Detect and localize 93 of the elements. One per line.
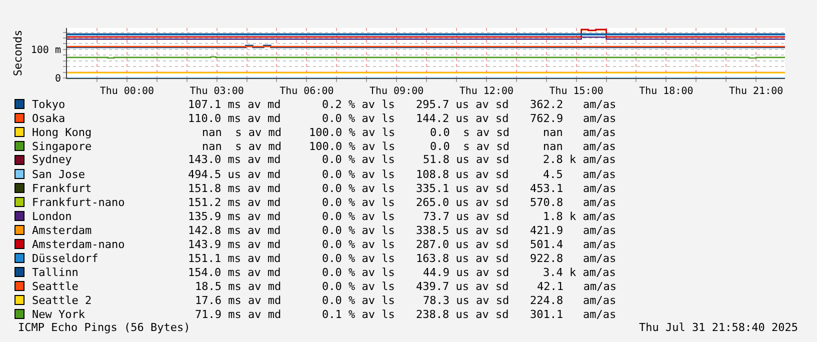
x-tick-label: Thu 18:00 bbox=[639, 86, 694, 97]
text: 0.2 % av ls bbox=[322, 98, 395, 111]
text: 265.0 us av sd bbox=[416, 196, 509, 209]
legend-label: Osaka bbox=[32, 112, 66, 125]
legend-label: Seattle 2 bbox=[32, 294, 92, 307]
text: 151.8 ms av md bbox=[188, 182, 281, 195]
text: nan s av md bbox=[202, 140, 282, 153]
text: 439.7 us av sd bbox=[416, 280, 509, 293]
text: 44.9 us av sd bbox=[423, 266, 510, 279]
legend-label: Seattle bbox=[32, 280, 78, 293]
legend-label: Tallinn bbox=[32, 266, 78, 279]
text: 421.9 am/as bbox=[530, 224, 616, 237]
text: 501.4 am/as bbox=[530, 238, 616, 251]
text: 0.0 % av ls bbox=[322, 112, 395, 125]
text: 135.9 ms av md bbox=[188, 210, 281, 223]
text: 107.1 ms av md bbox=[188, 98, 281, 111]
text: 0.0 % av ls bbox=[322, 238, 395, 251]
legend-label: New York bbox=[32, 308, 86, 321]
text: 3.4 k am/as bbox=[543, 266, 616, 279]
text: 100.0 % av ls bbox=[309, 126, 396, 139]
text: 570.8 am/as bbox=[530, 196, 616, 209]
legend-label: London bbox=[32, 210, 72, 223]
text: 151.1 ms av md bbox=[188, 252, 281, 265]
text: 0.0 % av ls bbox=[322, 294, 395, 307]
text: 0.0 % av ls bbox=[322, 153, 395, 166]
text: nan am/as bbox=[543, 140, 616, 153]
text: 238.8 us av sd bbox=[416, 308, 509, 321]
text: 143.9 ms av md bbox=[188, 238, 281, 251]
text: 142.8 ms av md bbox=[188, 224, 281, 237]
text: 143.0 ms av md bbox=[188, 153, 281, 166]
text: 453.1 am/as bbox=[530, 182, 616, 195]
legend-label: Frankfurt bbox=[32, 182, 92, 195]
text: ICMP Echo Pings (56 Bytes) bbox=[18, 321, 190, 334]
text: 0.0 % av ls bbox=[322, 210, 395, 223]
text: 0.0 s av sd bbox=[430, 140, 510, 153]
text: nan s av md bbox=[202, 126, 282, 139]
text: 108.8 us av sd bbox=[416, 168, 509, 181]
text: 0.0 % av ls bbox=[322, 224, 395, 237]
text: 362.2 am/as bbox=[530, 98, 616, 111]
text: 295.7 us av sd bbox=[416, 98, 509, 111]
text: 224.8 am/as bbox=[530, 294, 616, 307]
text: 0.0 % av ls bbox=[322, 252, 395, 265]
text: 338.5 us av sd bbox=[416, 224, 509, 237]
text: 335.1 us av sd bbox=[416, 182, 509, 195]
text: 154.0 ms av md bbox=[188, 266, 281, 279]
legend-label: Frankfurt-nano bbox=[32, 196, 125, 209]
text: Thu Jul 31 21:58:40 2025 bbox=[639, 321, 798, 334]
legend-label: Singapore bbox=[32, 140, 92, 153]
y-tick-label: 100 m bbox=[30, 44, 61, 56]
text: 110.0 ms av md bbox=[188, 112, 281, 125]
legend-label: Düsseldorf bbox=[32, 252, 98, 265]
text: 494.5 us av md bbox=[188, 168, 281, 181]
text: 287.0 us av sd bbox=[416, 238, 509, 251]
text: 51.8 us av sd bbox=[423, 153, 510, 166]
x-tick-label: Thu 15:00 bbox=[549, 86, 604, 97]
text: 762.9 am/as bbox=[530, 112, 616, 125]
legend-label: Hong Kong bbox=[32, 126, 92, 139]
text: 4.5 am/as bbox=[543, 168, 616, 181]
y-tick-label: 0 bbox=[54, 74, 61, 84]
y-axis-title: Seconds bbox=[12, 30, 25, 76]
legend-label: Tokyo bbox=[32, 98, 66, 111]
text: 301.1 am/as bbox=[530, 308, 616, 321]
text: 0.1 % av ls bbox=[322, 308, 395, 321]
text: 0.0 % av ls bbox=[322, 182, 395, 195]
x-tick-label: Thu 12:00 bbox=[459, 86, 514, 97]
text: 42.1 am/as bbox=[537, 280, 616, 293]
x-tick-label: Thu 03:00 bbox=[190, 86, 244, 97]
text: 18.5 ms av md bbox=[195, 280, 282, 293]
text: 73.7 us av sd bbox=[423, 210, 510, 223]
text: 1.8 k am/as bbox=[543, 210, 616, 223]
text: 0.0 % av ls bbox=[322, 280, 395, 293]
legend-label: Sydney bbox=[32, 153, 72, 166]
legend-label: Amsterdam-nano bbox=[32, 238, 125, 251]
text: 71.9 ms av md bbox=[195, 308, 282, 321]
text: 151.2 ms av md bbox=[188, 196, 281, 209]
text: 144.2 us av sd bbox=[416, 112, 509, 125]
text: 163.8 us av sd bbox=[416, 252, 509, 265]
text: 78.3 us av sd bbox=[423, 294, 510, 307]
text: 0.0 s av sd bbox=[430, 126, 510, 139]
text: 922.8 am/as bbox=[530, 252, 616, 265]
text: 2.8 k am/as bbox=[543, 153, 616, 166]
text: 100.0 % av ls bbox=[309, 140, 396, 153]
legend-label: Amsterdam bbox=[32, 224, 92, 237]
x-tick-label: Thu 09:00 bbox=[369, 86, 424, 97]
text: 17.6 ms av md bbox=[195, 294, 282, 307]
legend-label: San Jose bbox=[32, 168, 85, 181]
text: 0.0 % av ls bbox=[322, 196, 395, 209]
x-tick-label: Thu 00:00 bbox=[100, 86, 154, 97]
x-tick-label: Thu 06:00 bbox=[280, 86, 334, 97]
text: 0.0 % av ls bbox=[322, 266, 395, 279]
text: 0.0 % av ls bbox=[322, 168, 395, 181]
x-tick-label: Thu 21:00 bbox=[728, 86, 784, 97]
text: nan am/as bbox=[543, 126, 616, 139]
